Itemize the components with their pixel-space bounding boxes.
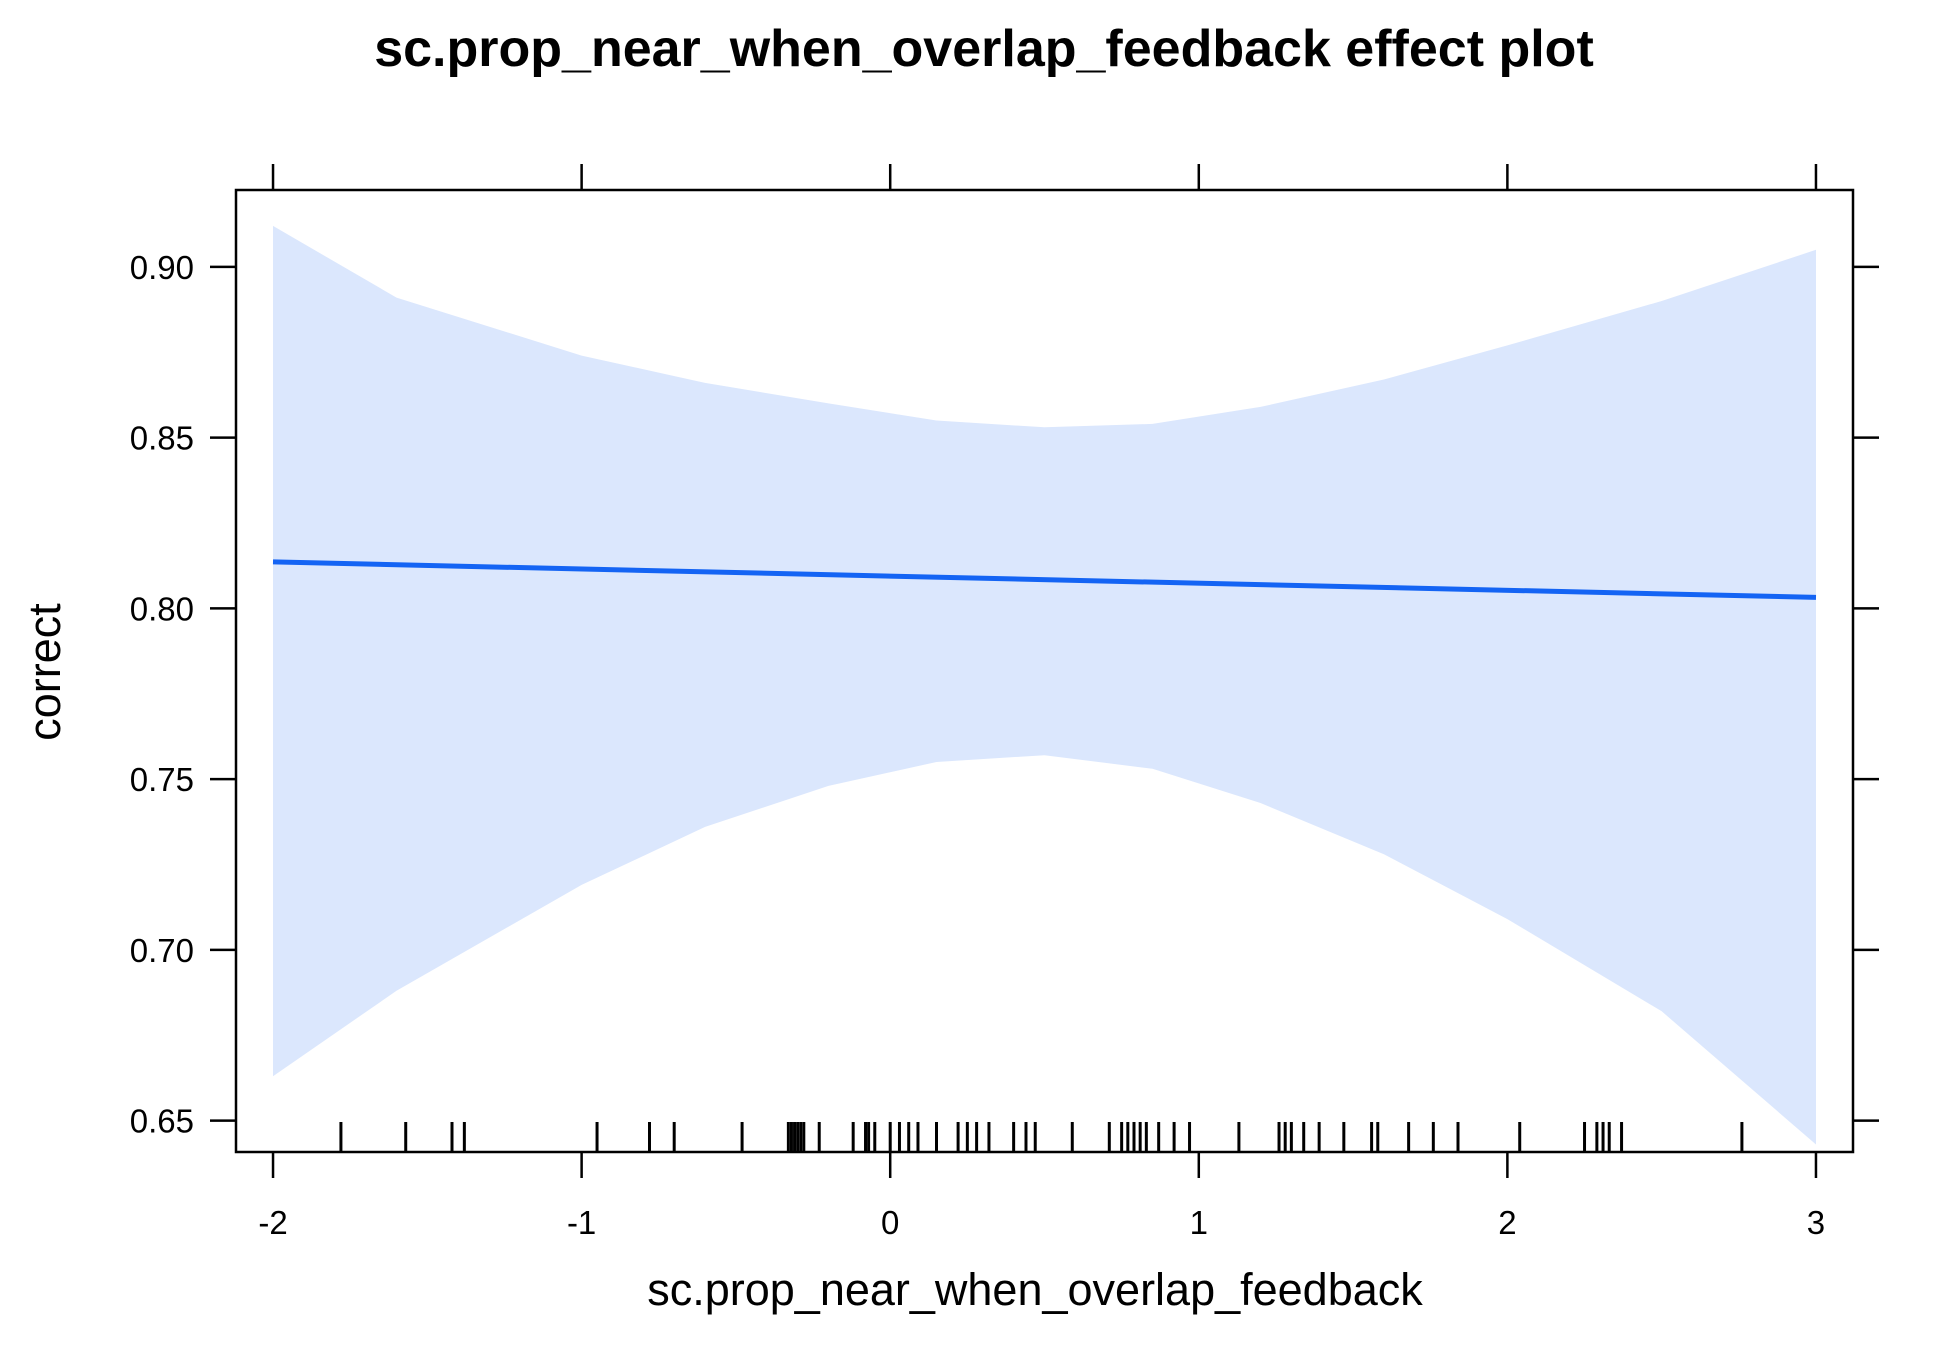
x-tick-label: 0	[881, 1204, 899, 1241]
effect-line-layer	[272, 559, 1817, 600]
y-axis-title: correct	[19, 603, 70, 741]
x-tick-label: 1	[1190, 1204, 1208, 1241]
y-tick-label: 0.80	[130, 590, 194, 627]
y-tick-label: 0.65	[130, 1103, 194, 1140]
effect-line	[272, 559, 1817, 600]
y-tick-label: 0.75	[130, 761, 194, 798]
confidence-band	[273, 225, 1816, 1145]
x-tick-label: -2	[258, 1204, 287, 1241]
axes-layer: -2 -1 0 1 2 3 0.65 0.70 0.75 0.80 0.85 0.90	[130, 164, 1879, 1241]
y-tick-label: 0.90	[130, 249, 194, 286]
x-tick-label: 2	[1498, 1204, 1516, 1241]
y-tick-label: 0.70	[130, 932, 194, 969]
plot-frame	[234, 188, 1855, 1154]
confidence-band-layer	[273, 225, 1816, 1145]
rug-layer	[339, 1122, 1744, 1152]
x-tick-label: 3	[1807, 1204, 1825, 1241]
y-tick-label: 0.85	[130, 420, 194, 457]
chart-title: sc.prop_near_when_overlap_feedback effec…	[374, 20, 1594, 78]
x-axis-title: sc.prop_near_when_overlap_feedback	[647, 1264, 1423, 1315]
x-tick-label: -1	[567, 1204, 596, 1241]
